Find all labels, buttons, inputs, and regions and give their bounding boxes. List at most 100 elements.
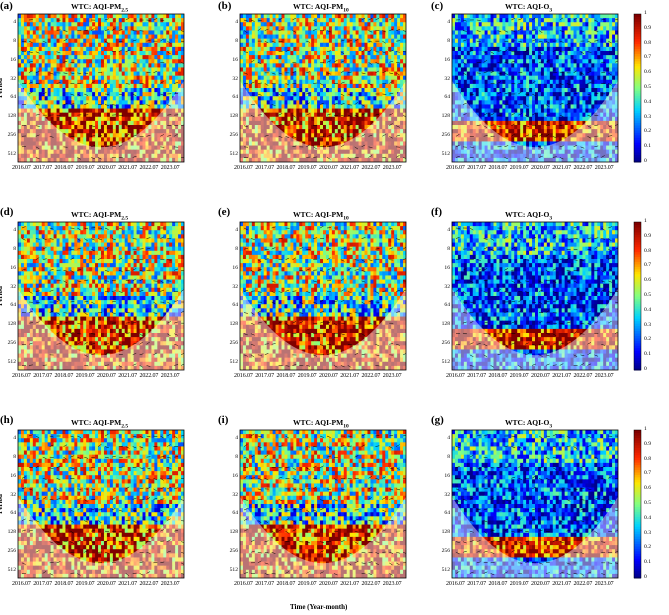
panel-title-main: WTC: AQI-PM <box>293 210 343 219</box>
x-tick-label: 2019.07 <box>76 165 95 171</box>
x-tick-label: 2022.07 <box>140 373 159 379</box>
panel-title: WTC: AQI-O3 <box>505 418 552 430</box>
panel-title-main: WTC: AQI-PM <box>293 418 343 427</box>
x-tick-label: 2018.07 <box>277 373 296 379</box>
panel-letter: (f) <box>431 206 442 218</box>
y-tick-label: 16 <box>2 57 16 63</box>
y-tick-label: 16 <box>436 265 450 271</box>
panel-letter: (g) <box>431 414 444 426</box>
panel-title: WTC: AQI-PM10 <box>293 418 349 430</box>
y-tick-label: 8 <box>436 246 450 252</box>
x-tick-label: 2016.07 <box>234 581 253 587</box>
panel-title-main: WTC: AQI-O <box>505 210 549 219</box>
x-tick-label: 2022.07 <box>362 581 381 587</box>
x-tick-label: 2023.07 <box>161 165 180 171</box>
x-tick-label: 2020.07 <box>97 581 116 587</box>
x-axis-label: Time (Year-month) <box>290 603 347 611</box>
x-tick-label: 2022.07 <box>140 165 159 171</box>
panel-letter: (h) <box>0 414 13 426</box>
panel-title-sub: 10 <box>343 8 349 14</box>
y-tick-label: 512 <box>224 151 238 157</box>
y-tick-label: 64 <box>224 302 238 308</box>
x-tick-label: 2019.07 <box>298 165 317 171</box>
colorbar-tick: 0.7 <box>644 470 651 476</box>
colorbar-tick: 0.1 <box>644 143 651 149</box>
colorbar-tick: 0.4 <box>644 307 651 313</box>
y-tick-label: 256 <box>436 340 450 346</box>
y-tick-label: 128 <box>2 321 16 327</box>
y-tick-label: 8 <box>2 246 16 252</box>
x-tick-label: 2016.07 <box>234 165 253 171</box>
colorbar-tick: 0.5 <box>644 500 651 506</box>
colorbar-tick: 0.8 <box>644 248 651 254</box>
x-tick-label: 2017.07 <box>255 581 274 587</box>
y-tick-label: 32 <box>436 492 450 498</box>
y-tick-label: 16 <box>224 57 238 63</box>
x-tick-label: 2018.07 <box>489 581 508 587</box>
y-tick-label: 32 <box>224 76 238 82</box>
y-tick-label: 32 <box>2 284 16 290</box>
panel-title-sub: 2.5 <box>121 216 128 222</box>
y-tick-label: 32 <box>224 492 238 498</box>
colorbar-tick: 0.5 <box>644 84 651 90</box>
x-tick-label: 2022.07 <box>140 581 159 587</box>
x-tick-label: 2020.07 <box>97 165 116 171</box>
y-tick-label: 512 <box>436 151 450 157</box>
x-tick-label: 2023.07 <box>161 581 180 587</box>
panel-title-sub: 2.5 <box>121 8 128 14</box>
y-tick-label: 16 <box>436 57 450 63</box>
x-tick-label: 2021.07 <box>118 373 137 379</box>
x-tick-label: 2016.07 <box>12 373 31 379</box>
x-tick-label: 2019.07 <box>510 581 529 587</box>
panel-title-main: WTC: AQI-O <box>505 418 549 427</box>
panel-title-main: WTC: AQI-PM <box>71 210 121 219</box>
y-tick-label: 128 <box>436 529 450 535</box>
x-tick-label: 2021.07 <box>340 165 359 171</box>
x-tick-label: 2020.07 <box>531 581 550 587</box>
panel-title: WTC: AQI-PM10 <box>293 2 349 14</box>
y-tick-label: 512 <box>224 359 238 365</box>
panel-title: WTC: AQI-O3 <box>505 2 552 14</box>
y-tick-label: 512 <box>2 567 16 573</box>
colorbar-tick: 0 <box>644 366 647 372</box>
x-tick-label: 2019.07 <box>510 165 529 171</box>
y-tick-label: 4 <box>224 227 238 233</box>
y-tick-label: 16 <box>224 265 238 271</box>
x-tick-label: 2018.07 <box>55 165 74 171</box>
x-tick-label: 2018.07 <box>277 581 296 587</box>
colorbar-tick: 0.3 <box>644 530 651 536</box>
y-tick-label: 16 <box>2 265 16 271</box>
colorbar-tick: 1 <box>644 218 647 224</box>
y-tick-label: 4 <box>436 19 450 25</box>
colorbar-tick: 0 <box>644 158 647 164</box>
colorbar-tick: 0.6 <box>644 69 651 75</box>
y-tick-label: 256 <box>224 340 238 346</box>
y-tick-label: 8 <box>224 454 238 460</box>
y-tick-label: 4 <box>224 435 238 441</box>
y-tick-label: 128 <box>224 529 238 535</box>
panel-title-sub: 10 <box>343 216 349 222</box>
x-tick-label: 2019.07 <box>76 373 95 379</box>
x-tick-label: 2016.07 <box>234 373 253 379</box>
y-tick-label: 256 <box>436 132 450 138</box>
colorbar-tick: 1 <box>644 426 647 432</box>
x-tick-label: 2016.07 <box>446 373 465 379</box>
y-tick-label: 8 <box>2 454 16 460</box>
x-tick-label: 2023.07 <box>383 373 402 379</box>
x-tick-label: 2020.07 <box>319 165 338 171</box>
y-tick-label: 32 <box>2 76 16 82</box>
colorbar-tick: 0.9 <box>644 25 651 31</box>
panel-title-sub: 3 <box>549 424 552 430</box>
x-tick-label: 2021.07 <box>552 165 571 171</box>
y-tick-label: 64 <box>436 510 450 516</box>
colorbar-tick: 0.6 <box>644 485 651 491</box>
y-tick-label: 512 <box>2 359 16 365</box>
x-tick-label: 2017.07 <box>467 165 486 171</box>
y-tick-label: 128 <box>224 321 238 327</box>
x-tick-label: 2018.07 <box>489 165 508 171</box>
x-tick-label: 2020.07 <box>97 373 116 379</box>
x-tick-label: 2017.07 <box>467 581 486 587</box>
y-tick-label: 128 <box>224 113 238 119</box>
